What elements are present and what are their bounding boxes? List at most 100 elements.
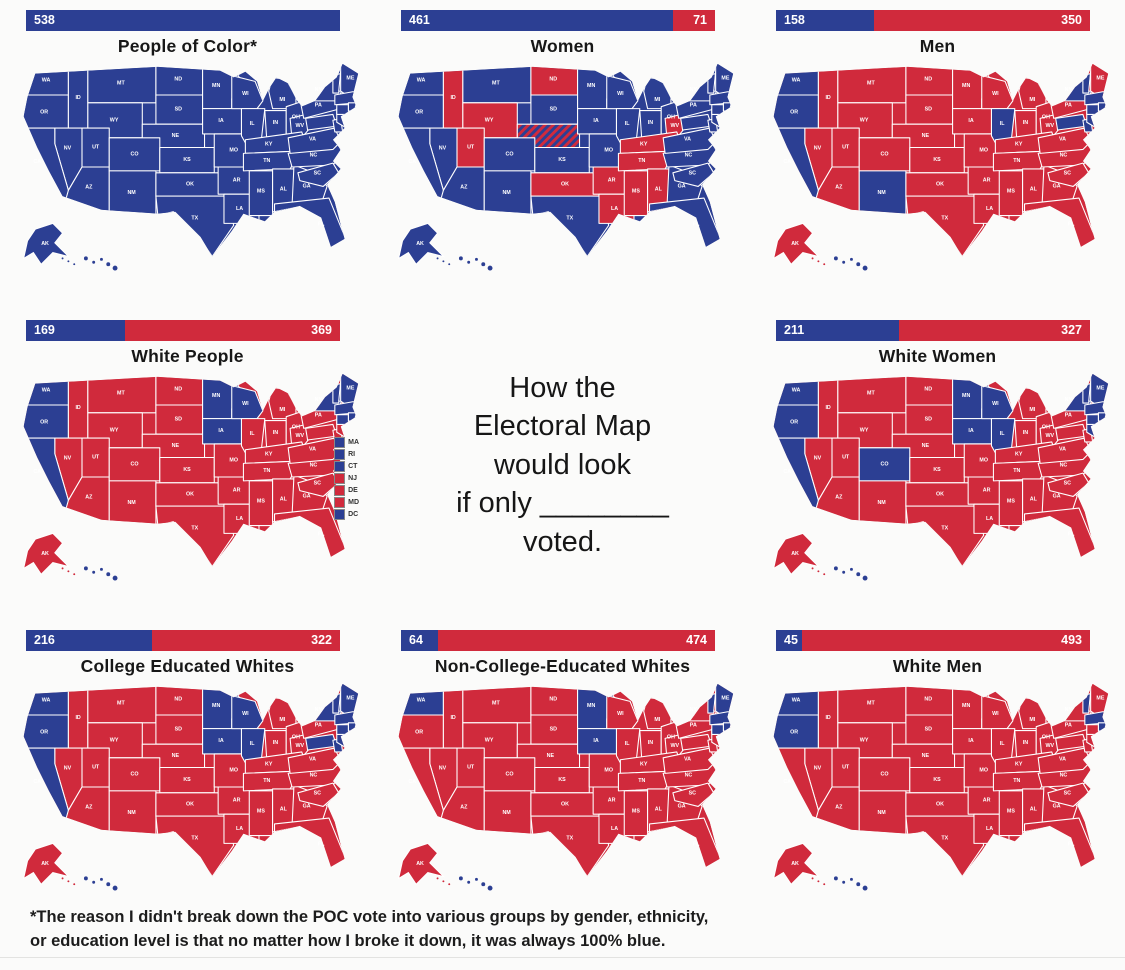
svg-text:MN: MN xyxy=(212,703,220,709)
svg-text:TX: TX xyxy=(941,525,948,531)
map-panel-people-of-color: 538 People of Color* WA OR ID MT WY ND SD MN NE NV U… xyxy=(0,0,375,300)
svg-text:PA: PA xyxy=(1064,103,1071,109)
state-MI xyxy=(642,76,671,110)
svg-text:NE: NE xyxy=(171,753,179,759)
state-WI xyxy=(980,385,1013,420)
svg-text:IA: IA xyxy=(968,118,973,124)
svg-text:KS: KS xyxy=(183,157,191,163)
state-MA xyxy=(708,90,733,106)
svg-text:UT: UT xyxy=(842,764,850,770)
svg-text:UT: UT xyxy=(467,764,475,770)
svg-text:UT: UT xyxy=(842,144,850,150)
state-HI xyxy=(841,570,845,574)
svg-text:AK: AK xyxy=(791,241,799,247)
us-map-non-college-educated-whites: WA OR ID MT WY ND SD MN NE NV UT CA AZ CO NM KS OK TX IA MO… xyxy=(397,683,733,891)
svg-text:MS: MS xyxy=(256,188,264,194)
svg-text:LA: LA xyxy=(235,516,242,522)
map-title: People of Color* xyxy=(117,36,258,56)
svg-text:MO: MO xyxy=(229,147,238,153)
svg-text:ME: ME xyxy=(346,385,354,391)
svg-text:OR: OR xyxy=(790,729,798,735)
state-HI xyxy=(466,260,470,264)
callout-swatch xyxy=(334,436,346,448)
svg-text:ND: ND xyxy=(174,76,182,82)
svg-text:WI: WI xyxy=(992,91,999,97)
svg-text:IN: IN xyxy=(1022,120,1027,126)
svg-text:AL: AL xyxy=(279,186,287,192)
svg-text:NM: NM xyxy=(877,500,886,506)
svg-text:IL: IL xyxy=(624,741,629,747)
svg-text:PA: PA xyxy=(314,413,321,419)
svg-text:OH: OH xyxy=(1041,114,1049,120)
svg-text:SC: SC xyxy=(313,481,321,487)
state-HI xyxy=(833,876,838,881)
map-title: College Educated Whites xyxy=(80,656,295,676)
svg-text:MS: MS xyxy=(256,498,264,504)
svg-text:CO: CO xyxy=(130,771,138,777)
svg-text:MS: MS xyxy=(1006,808,1014,814)
svg-text:ME: ME xyxy=(1096,695,1104,701)
callout-swatch xyxy=(334,460,346,472)
svg-text:AK: AK xyxy=(41,861,49,867)
us-map-people-of-color: WA OR ID MT WY ND SD MN NE NV UT CA AZ CO NM KS OK TX IA MO… xyxy=(22,63,358,271)
state-TX xyxy=(154,195,234,257)
svg-text:ME: ME xyxy=(346,695,354,701)
svg-text:ME: ME xyxy=(346,75,354,81)
svg-text:MT: MT xyxy=(867,80,875,86)
svg-text:CA: CA xyxy=(33,779,41,785)
state-AK xyxy=(397,842,445,885)
svg-text:WI: WI xyxy=(242,711,249,717)
caption-line: Electoral Map xyxy=(473,410,652,443)
state-RI xyxy=(347,412,357,424)
state-HI xyxy=(105,572,110,577)
state-MI xyxy=(267,386,296,420)
ev-bar: 45 493 xyxy=(776,630,1090,651)
map-title: Men xyxy=(919,36,956,56)
svg-text:NE: NE xyxy=(921,443,929,449)
callout-label: MA xyxy=(348,438,359,446)
state-TX xyxy=(529,195,609,257)
ev-bar-red-segment xyxy=(873,10,1090,31)
svg-text:WA: WA xyxy=(791,387,800,393)
svg-text:AL: AL xyxy=(1029,496,1037,502)
svg-text:NY: NY xyxy=(314,87,322,93)
state-HI xyxy=(99,567,103,571)
svg-text:OR: OR xyxy=(790,419,798,425)
ev-blue-count: 158 xyxy=(784,13,805,27)
state-AK xyxy=(772,532,820,575)
svg-text:OK: OK xyxy=(185,491,193,497)
svg-text:NV: NV xyxy=(813,455,821,461)
svg-text:ID: ID xyxy=(825,95,830,101)
svg-text:TN: TN xyxy=(263,468,270,474)
state-HI xyxy=(91,260,95,264)
svg-text:OH: OH xyxy=(291,734,299,740)
svg-text:UT: UT xyxy=(92,144,100,150)
map-panel-white-men: 45 493 White Men WA OR ID MT WY ND SD MN NE NV UT CA AZ… xyxy=(750,620,1125,920)
svg-text:MI: MI xyxy=(1029,717,1035,723)
svg-text:AR: AR xyxy=(982,178,990,184)
state-HI xyxy=(480,882,485,887)
svg-text:OR: OR xyxy=(40,419,48,425)
ev-bar-blue-segment xyxy=(776,320,900,341)
svg-text:IL: IL xyxy=(999,741,1004,747)
state-HI xyxy=(862,575,868,581)
svg-text:WY: WY xyxy=(859,427,868,433)
state-SC xyxy=(1046,472,1089,497)
svg-text:AZ: AZ xyxy=(85,184,93,190)
svg-text:MI: MI xyxy=(654,717,660,723)
svg-text:AR: AR xyxy=(232,798,240,804)
svg-text:KS: KS xyxy=(558,777,566,783)
map-title: Non-College-Educated Whites xyxy=(434,656,691,676)
state-MA xyxy=(1083,90,1108,106)
svg-text:NC: NC xyxy=(309,772,317,778)
svg-text:PA: PA xyxy=(314,103,321,109)
svg-text:ND: ND xyxy=(549,76,557,82)
state-CT xyxy=(335,104,349,115)
svg-text:WA: WA xyxy=(41,77,50,83)
svg-text:MS: MS xyxy=(1006,498,1014,504)
svg-text:OR: OR xyxy=(40,729,48,735)
svg-text:SC: SC xyxy=(1063,791,1071,797)
ev-red-count: 474 xyxy=(686,633,707,647)
callout-MD: MD xyxy=(334,496,359,508)
svg-text:PA: PA xyxy=(689,723,696,729)
